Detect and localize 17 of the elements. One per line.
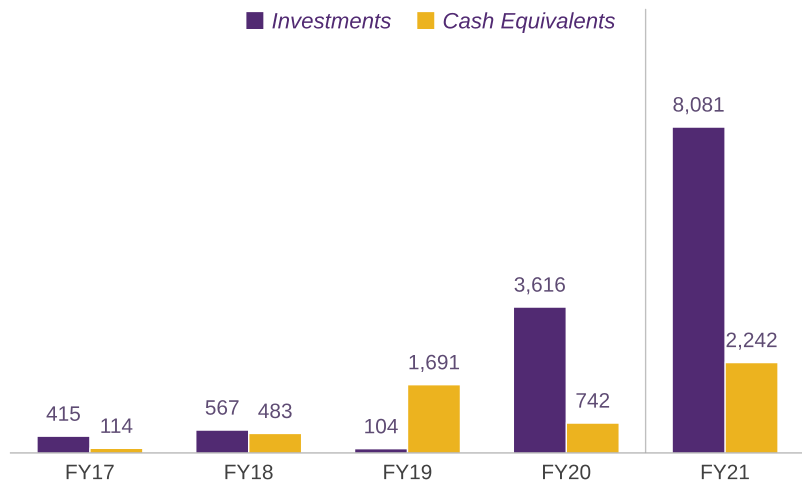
data-label: 567 xyxy=(206,400,239,415)
data-label: 3,616 xyxy=(514,277,565,294)
data-label: 2,242 xyxy=(726,332,777,350)
data-label: 8,081 xyxy=(673,97,724,114)
x-tick-label: FY19 xyxy=(384,464,432,480)
data-label: 1,691 xyxy=(410,354,460,372)
x-tick-label: FY20 xyxy=(543,464,590,480)
data-label: 415 xyxy=(46,406,80,421)
x-tick-label: FY21 xyxy=(702,464,749,480)
data-label: 742 xyxy=(576,393,610,408)
x-tick-label: FY18 xyxy=(225,464,273,480)
data-label: 483 xyxy=(258,403,292,418)
legend-label: Cash Equivalents xyxy=(444,12,615,33)
data-label: 114 xyxy=(101,418,132,433)
data-label: 104 xyxy=(365,418,398,434)
x-tick-label: FY17 xyxy=(66,464,114,480)
legend-label: Investments xyxy=(272,13,391,29)
